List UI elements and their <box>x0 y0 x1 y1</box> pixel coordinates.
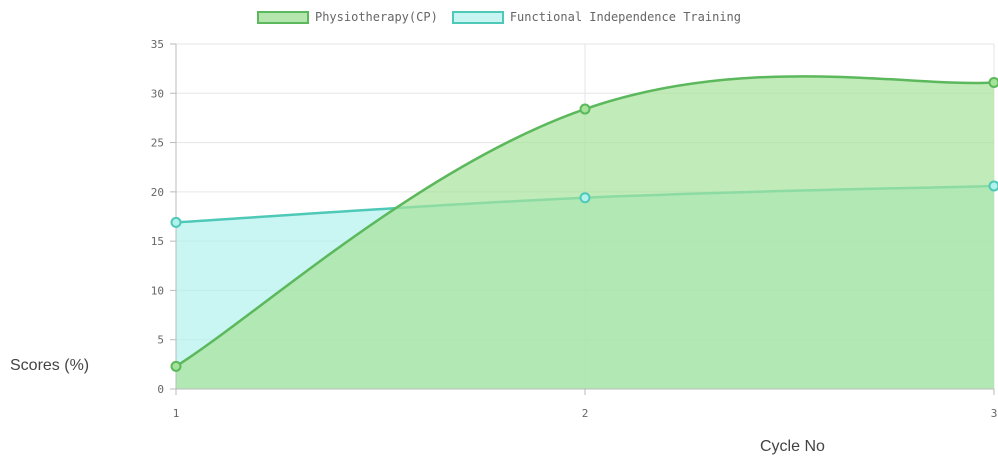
data-point <box>170 216 182 228</box>
data-point <box>579 103 591 115</box>
x-tick-label: 2 <box>582 407 589 420</box>
y-tick-label: 5 <box>157 334 164 347</box>
legend-label-physiotherapy: Physiotherapy(CP) <box>314 10 438 24</box>
y-tick-label: 25 <box>151 137 164 150</box>
y-tick-label: 20 <box>151 186 164 199</box>
series-areas <box>175 75 995 389</box>
series-area-0 <box>176 76 994 389</box>
axes: 0 5 10 15 20 25 30 35 1 2 3 <box>151 38 998 420</box>
legend: Physiotherapy(CP) Functional Independenc… <box>0 10 998 24</box>
y-tick-label: 0 <box>157 383 164 396</box>
y-tick-label: 30 <box>151 87 164 100</box>
x-tick-label: 1 <box>173 407 180 420</box>
legend-item-physiotherapy[interactable]: Physiotherapy(CP) <box>256 10 438 24</box>
y-tick-label: 35 <box>151 38 164 51</box>
legend-swatch-functional-independence <box>451 10 504 24</box>
y-axis-label: Scores (%) <box>10 357 90 374</box>
data-point <box>579 192 591 204</box>
x-axis-label: Cycle No <box>760 438 825 455</box>
data-point <box>988 180 998 192</box>
legend-label-functional-independence: Functional Independence Training <box>509 10 741 24</box>
y-tick-label: 10 <box>151 284 164 297</box>
data-point <box>988 76 998 88</box>
legend-swatch-physiotherapy <box>256 10 309 24</box>
legend-item-functional-independence[interactable]: Functional Independence Training <box>451 10 741 24</box>
x-tick-label: 3 <box>991 407 998 420</box>
data-point <box>170 360 182 372</box>
data-points <box>170 76 998 372</box>
y-tick-label: 15 <box>151 235 164 248</box>
